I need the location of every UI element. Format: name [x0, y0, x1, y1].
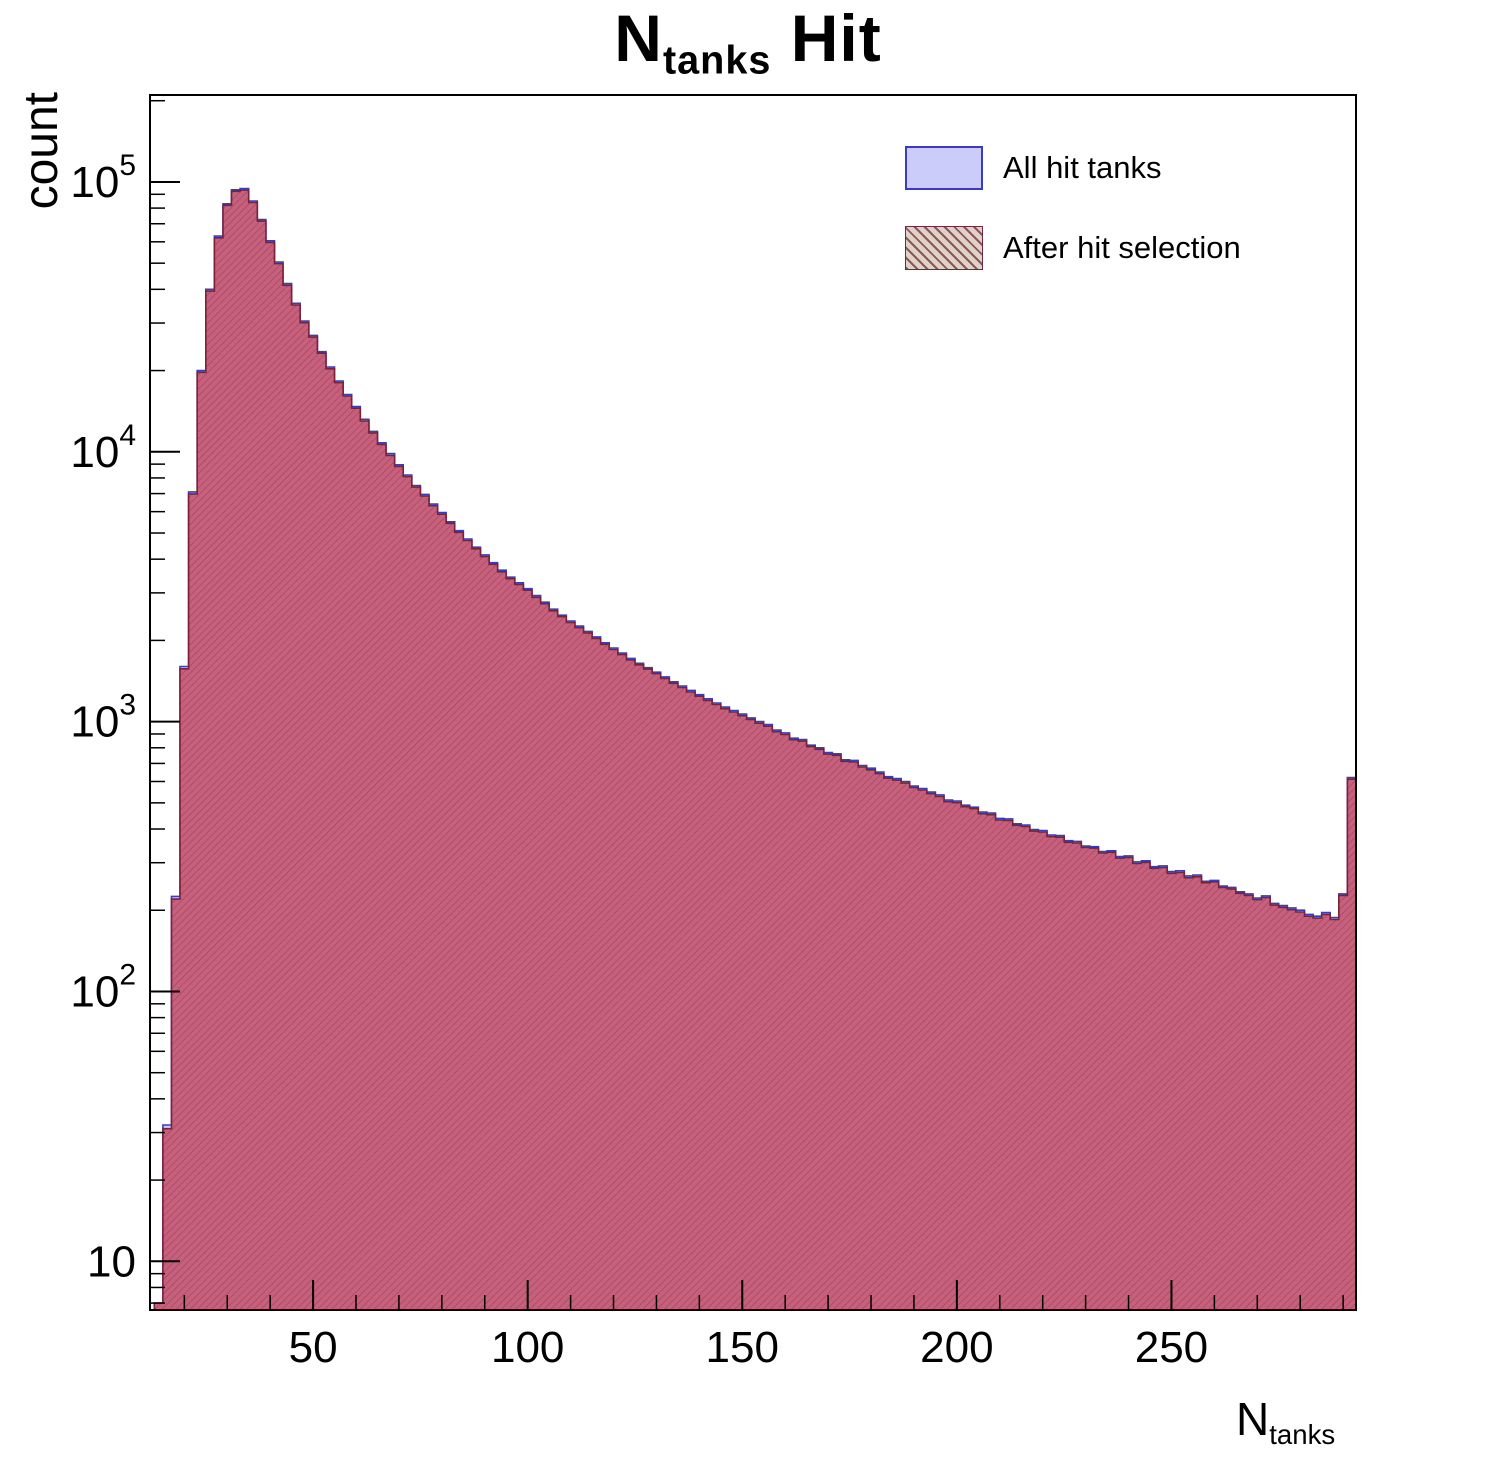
legend-label-after-hit-selection: After hit selection	[1003, 230, 1241, 265]
legend-swatch-all-hit-tanks	[905, 146, 983, 190]
y-axis-ticks	[150, 99, 180, 1304]
svg-text:10: 10	[87, 1237, 136, 1286]
x-axis-ticks	[183, 1280, 1344, 1310]
x-axis-title: Ntanks	[1236, 1392, 1335, 1451]
svg-text:104: 104	[70, 419, 136, 477]
chart-title-main: N	[614, 1, 663, 75]
legend-entry-after-hit-selection: After hit selection	[905, 226, 1241, 270]
svg-text:102: 102	[70, 958, 136, 1016]
svg-text:100: 100	[491, 1323, 564, 1372]
x-tick-labels: 50 100 150 200 250	[289, 1323, 1209, 1372]
chart-title: Ntanks Hit	[0, 0, 1496, 84]
chart-title-rest: Hit	[771, 1, 882, 75]
legend: All hit tanks After hit selection	[905, 146, 1241, 270]
svg-text:105: 105	[70, 149, 136, 207]
svg-text:250: 250	[1135, 1323, 1208, 1372]
plot-frame	[149, 94, 1357, 1311]
legend-entry-all-hit-tanks: All hit tanks	[905, 146, 1241, 190]
svg-text:200: 200	[920, 1323, 993, 1372]
x-axis-title-subscript: tanks	[1269, 1418, 1336, 1450]
svg-text:150: 150	[706, 1323, 779, 1372]
legend-swatch-after-hit-selection	[905, 226, 983, 270]
y-axis-title: count	[15, 92, 68, 210]
y-tick-labels: 10 102 103 104 105	[70, 149, 136, 1286]
series-after-hit-selection	[153, 189, 1357, 1311]
chart-title-subscript: tanks	[662, 38, 772, 83]
svg-text:50: 50	[289, 1323, 338, 1372]
svg-text:103: 103	[70, 689, 136, 747]
legend-label-all-hit-tanks: All hit tanks	[1003, 150, 1162, 185]
x-axis-title-main: N	[1236, 1393, 1270, 1445]
